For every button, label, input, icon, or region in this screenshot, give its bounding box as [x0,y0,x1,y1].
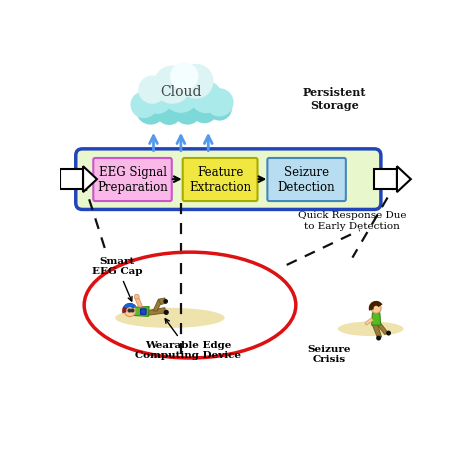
Ellipse shape [338,321,403,336]
Polygon shape [397,166,411,192]
Circle shape [124,305,136,317]
Polygon shape [373,324,382,337]
Polygon shape [133,307,149,316]
FancyBboxPatch shape [374,169,397,189]
FancyBboxPatch shape [182,158,257,201]
Circle shape [139,76,166,103]
Circle shape [174,97,201,124]
Text: Feature
Extraction: Feature Extraction [189,165,251,193]
Text: Seizure
Crisis: Seizure Crisis [307,345,350,364]
Circle shape [154,66,191,103]
Circle shape [164,310,169,315]
Ellipse shape [115,308,225,328]
Text: Quick Response Due
to Early Detection: Quick Response Due to Early Detection [298,211,407,231]
FancyBboxPatch shape [267,158,346,201]
Text: EEG Signal
Preparation: EEG Signal Preparation [97,165,168,193]
Circle shape [179,64,213,98]
Circle shape [137,96,165,124]
Text: Wearable Edge
Computing Device: Wearable Edge Computing Device [135,319,241,360]
Circle shape [142,83,173,113]
FancyBboxPatch shape [61,169,83,189]
Text: Smart
EEG Cap: Smart EEG Cap [92,256,142,301]
Polygon shape [83,166,97,192]
Circle shape [376,336,381,340]
FancyBboxPatch shape [76,149,381,210]
Circle shape [191,97,217,123]
Circle shape [191,82,221,112]
FancyBboxPatch shape [141,309,146,314]
Text: Persistent
Storage: Persistent Storage [302,87,366,111]
Polygon shape [135,297,143,307]
Circle shape [386,330,391,336]
FancyBboxPatch shape [93,158,172,201]
Circle shape [156,99,182,124]
Circle shape [131,92,157,118]
Polygon shape [377,323,388,335]
Circle shape [164,299,168,304]
Polygon shape [158,298,166,304]
Text: Seizure
Detection: Seizure Detection [278,165,336,193]
Circle shape [164,77,198,112]
Polygon shape [153,299,162,311]
Polygon shape [146,308,166,316]
Circle shape [208,96,231,120]
Circle shape [371,303,381,313]
Circle shape [135,294,139,299]
Circle shape [206,89,233,116]
Polygon shape [372,313,381,325]
Circle shape [171,63,198,90]
Text: Cloud: Cloud [160,84,201,99]
Polygon shape [365,318,373,325]
